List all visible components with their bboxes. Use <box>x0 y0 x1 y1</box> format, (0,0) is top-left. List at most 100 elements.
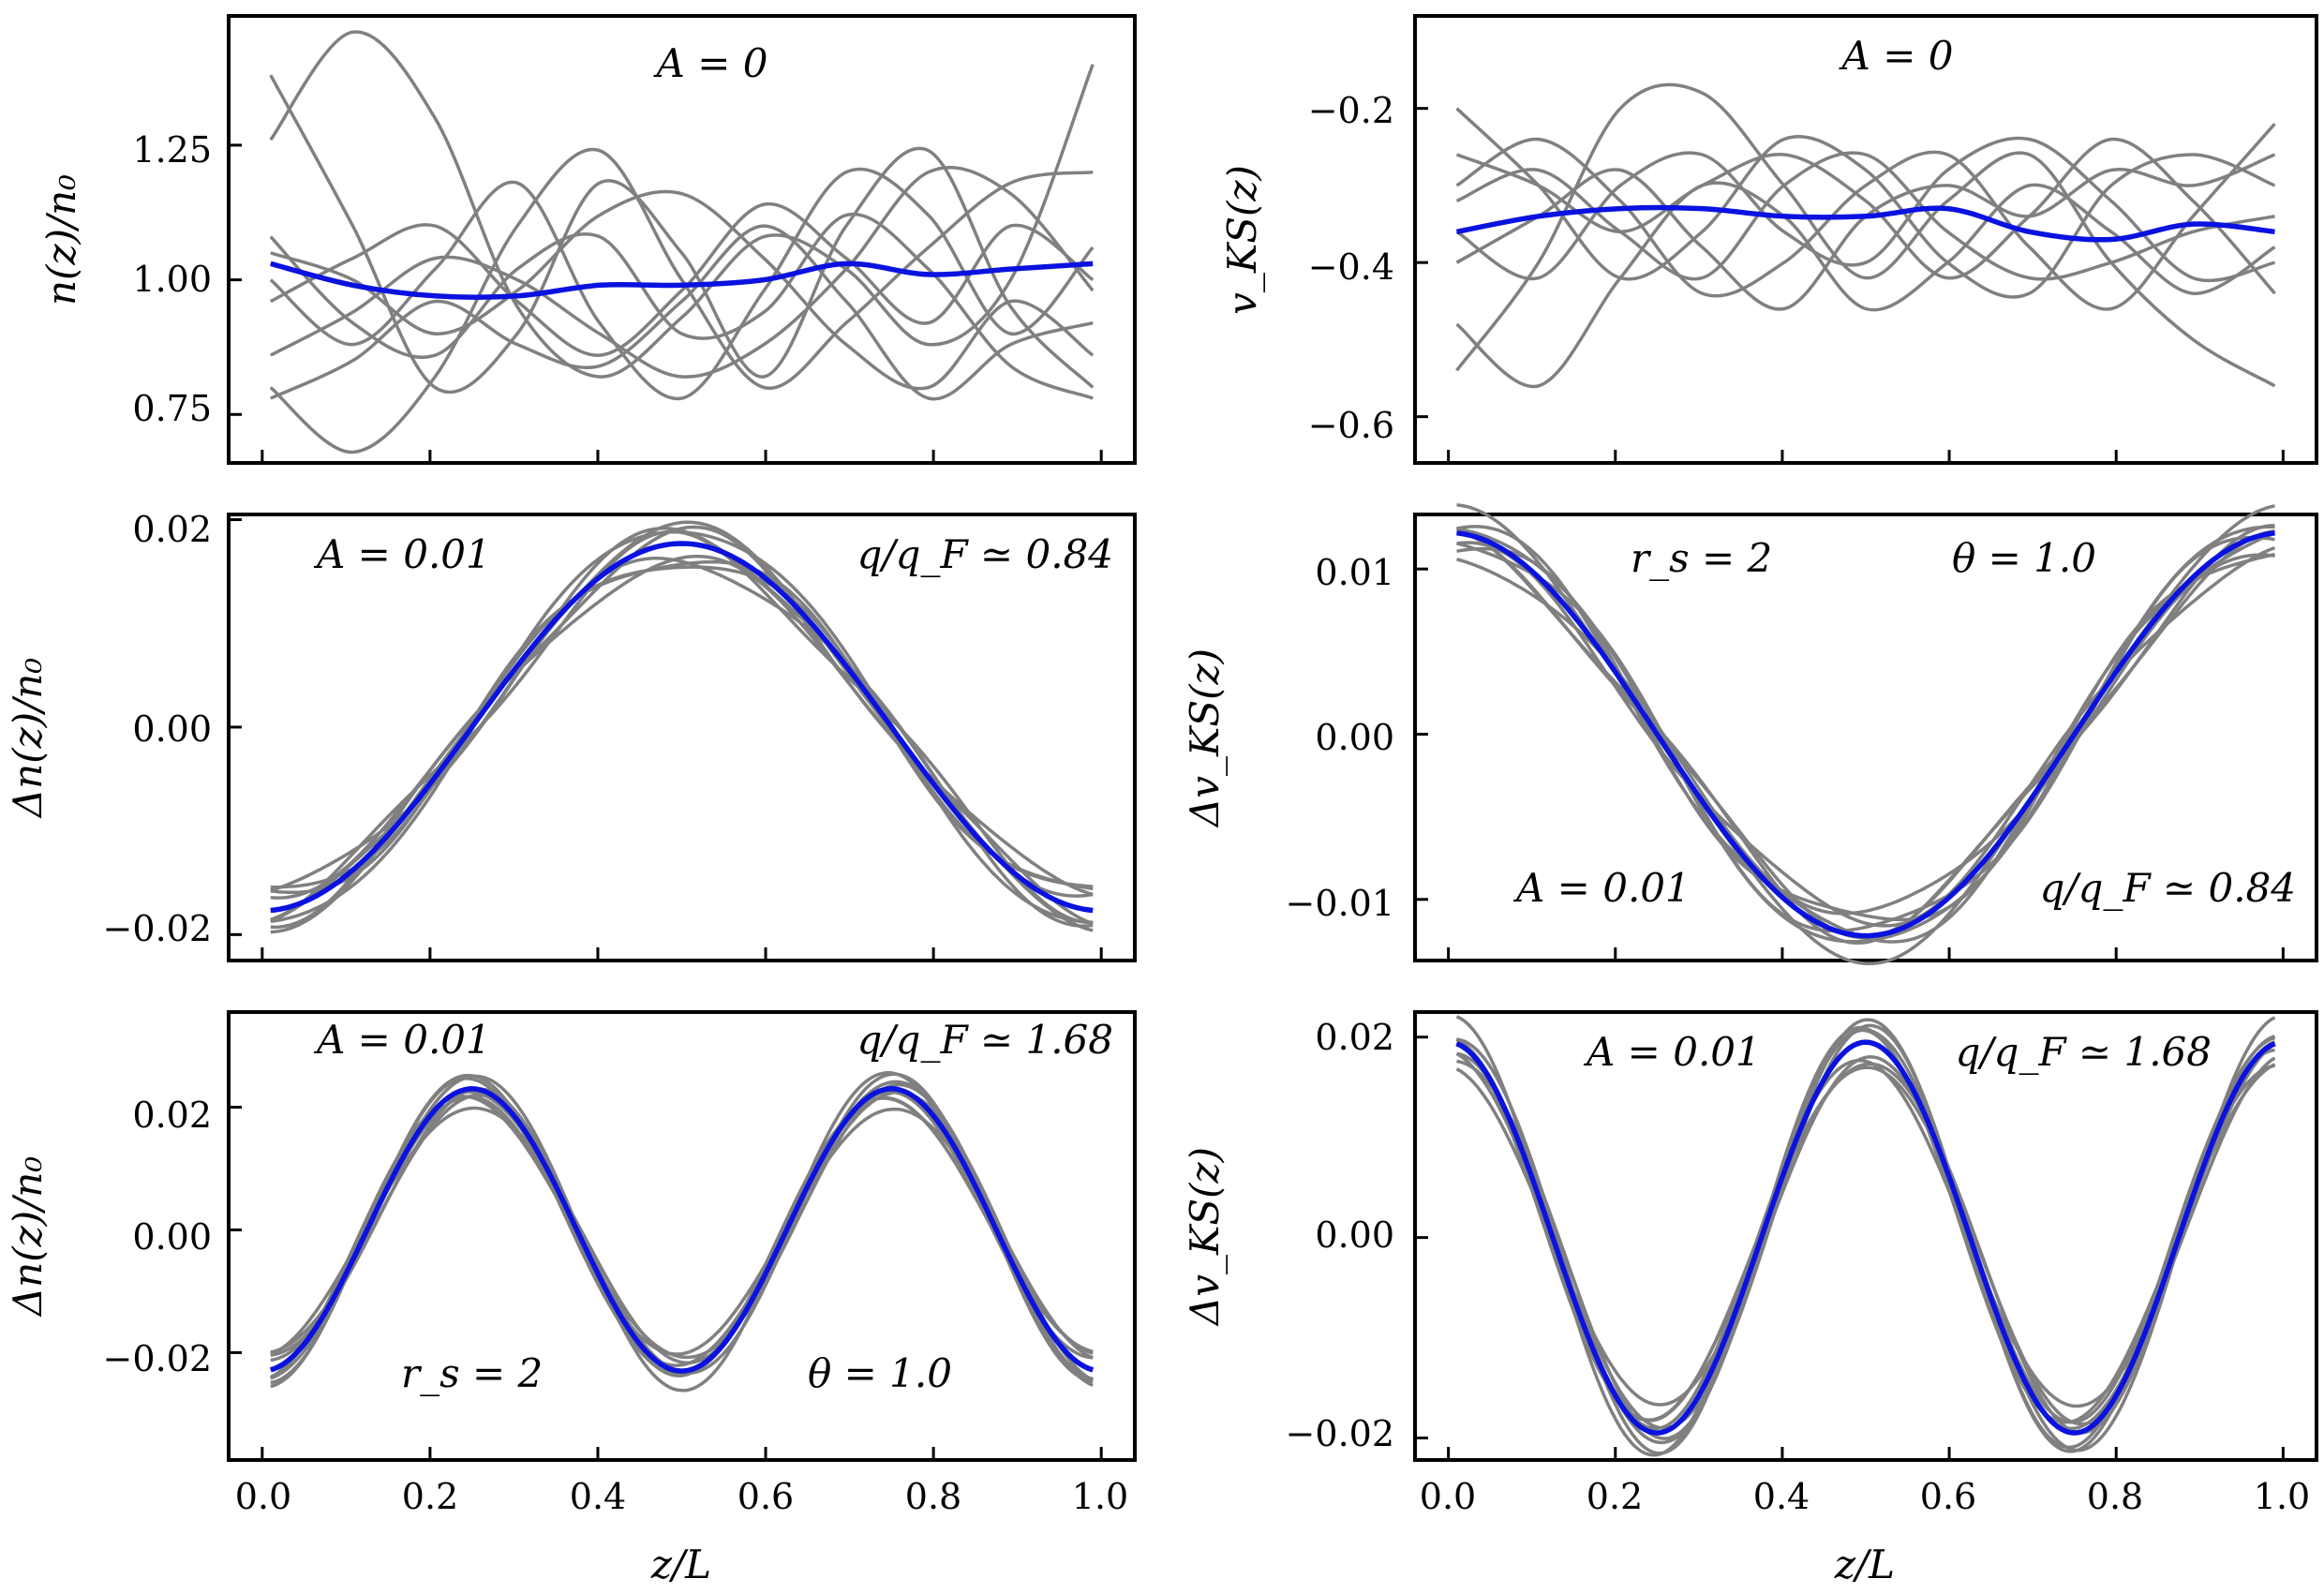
series-line-sample-7 <box>1455 1015 2276 1457</box>
series-line-sample-1 <box>270 1087 1094 1373</box>
x-tick-labels: 0.0 0.2 0.4 0.6 0.8 1.0 <box>1420 1476 2310 1517</box>
y-tick-label: −0.02 <box>103 1338 212 1379</box>
series-line-sample-6 <box>1455 1055 2275 1424</box>
series-line-sample-9 <box>270 1077 1095 1385</box>
x-tick-label: 0.6 <box>1920 1476 1976 1517</box>
panel-frame <box>227 1010 1137 1462</box>
panel-frame <box>227 513 1137 962</box>
annotation-theta: θ = 1.0 <box>1952 535 2096 581</box>
x-tick-label: 0.8 <box>2087 1476 2143 1517</box>
x-axis-label: z/L <box>650 1542 711 1587</box>
y-axis-label: v_KS(z) <box>1219 165 1265 315</box>
x-tick-label: 1.0 <box>2254 1476 2310 1517</box>
x-tick-label: 0.2 <box>1587 1476 1643 1517</box>
series-line-sample-5 <box>1455 136 2275 283</box>
series-line-sample-7 <box>1455 137 2276 295</box>
panel-frame <box>227 14 1137 465</box>
y-tick-label: 0.02 <box>132 509 212 550</box>
annotation-theta: θ = 1.0 <box>808 1350 952 1396</box>
series-line-sample-7 <box>269 165 1095 379</box>
annotation-amplitude: A = 0.01 <box>1512 865 1691 911</box>
panel-potential-random: −0.2 −0.4 −0.6 v_KS(z) A = 0 <box>1219 14 2318 465</box>
series-line-sample-9 <box>270 525 1094 930</box>
x-tick-label: 0.0 <box>1420 1476 1476 1517</box>
x-tick-label: 0.4 <box>1753 1476 1810 1517</box>
series-line-sample-10 <box>270 565 1094 889</box>
series-line-sample-2 <box>1456 1051 2276 1431</box>
series-line-average <box>1455 1039 2276 1436</box>
series-line-sample-4 <box>1455 122 2276 311</box>
y-axis-label: n(z)/n₀ <box>38 174 84 305</box>
plot-area <box>1415 503 2285 966</box>
annotation-amplitude: A = 0.01 <box>313 1017 491 1063</box>
y-tick-label: 0.02 <box>1315 1017 1394 1058</box>
series-line-sample-2 <box>1455 107 2276 299</box>
series-line-sample-8 <box>269 1082 1094 1381</box>
series-line-sample-1 <box>270 542 1094 913</box>
y-tick-label: −0.01 <box>1286 883 1394 924</box>
x-axis-label: z/L <box>1834 1542 1895 1587</box>
series-line-sample-3 <box>1455 181 2276 389</box>
annotation-wavevector: q/q_F ≃ 0.84 <box>857 531 1113 577</box>
x-tick-label: 0.2 <box>402 1476 458 1517</box>
y-tick-label: 0.00 <box>1315 1214 1394 1256</box>
series-line-average <box>1456 530 2275 939</box>
series-line-sample-9 <box>1456 535 2275 933</box>
annotation-amplitude: A = 0 <box>1839 33 1954 79</box>
series-line-sample-3 <box>1455 1018 2276 1453</box>
series-line-average <box>270 541 1094 914</box>
panel-density-q168: 0.02 0.00 −0.02 Δn(z)/n₀ A = 0.01 q/q_F … <box>5 1010 1137 1587</box>
panel-potential-q084: 0.01 0.00 −0.01 Δv_KS(z) r_s = 2 θ = 1.0… <box>1182 503 2318 966</box>
y-tick-label: 1.25 <box>132 129 212 171</box>
panel-frame <box>1413 513 2318 962</box>
series-line-sample-3 <box>270 520 1094 934</box>
annotation-rs: r_s = 2 <box>401 1350 543 1396</box>
series-line-sample-10 <box>1455 1040 2276 1426</box>
series-line-sample-2 <box>270 1090 1094 1364</box>
series-line-sample-4 <box>269 167 1095 401</box>
plot-area <box>1415 1015 2285 1460</box>
y-tick-label: 0.01 <box>1315 552 1394 593</box>
panel-density-random: 1.25 1.00 0.75 n(z)/n₀ A = 0 <box>38 14 1137 465</box>
series-line-sample-7 <box>270 529 1094 924</box>
panel-frame <box>1413 14 2318 465</box>
x-tick-label: 0.4 <box>570 1476 626 1517</box>
annotation-amplitude: A = 0.01 <box>1583 1029 1761 1075</box>
y-tick-label: −0.02 <box>103 908 212 949</box>
y-tick-label: 0.02 <box>132 1095 212 1136</box>
series-line-sample-9 <box>269 212 1094 400</box>
series-line-sample-9 <box>1455 1023 2275 1450</box>
x-tick-labels: 0.0 0.2 0.4 0.6 0.8 1.0 <box>235 1476 1128 1517</box>
y-axis-label: Δn(z)/n₀ <box>5 1156 51 1318</box>
series-line-average <box>1455 204 2275 243</box>
annotation-amplitude: A = 0 <box>653 40 768 86</box>
series-line-average <box>269 1086 1095 1374</box>
y-tick-label: 0.00 <box>132 1216 212 1258</box>
series-line-sample-5 <box>270 527 1094 928</box>
plot-area <box>229 1070 1103 1460</box>
x-tick-label: 1.0 <box>1072 1476 1128 1517</box>
panel-frame <box>1413 1010 2318 1462</box>
panel-potential-q168: 0.02 0.00 −0.02 Δv_KS(z) A = 0.01 q/q_F … <box>1182 1010 2318 1587</box>
series-line-average <box>270 261 1094 301</box>
annotation-wavevector: q/q_F ≃ 0.84 <box>2040 865 2296 911</box>
y-tick-label: 0.75 <box>132 388 212 429</box>
y-tick-label: −0.2 <box>1308 90 1394 131</box>
series-line-sample-7 <box>270 1070 1094 1393</box>
annotation-rs: r_s = 2 <box>1631 535 1772 581</box>
y-tick-label: −0.02 <box>1286 1413 1394 1454</box>
y-axis-label: Δn(z)/n₀ <box>5 658 51 819</box>
annotation-wavevector: q/q_F ≃ 1.68 <box>1956 1029 2212 1075</box>
series-line-sample-8 <box>1455 151 2275 281</box>
series-line-sample-5 <box>1456 1025 2276 1455</box>
series-line-sample-1 <box>1455 1040 2276 1435</box>
plot-area <box>1415 82 2285 463</box>
panel-density-q084: 0.02 0.00 −0.02 Δn(z)/n₀ A = 0.01 q/q_F … <box>5 509 1137 962</box>
series-line-sample-1 <box>1455 82 2276 388</box>
y-tick-label: 1.00 <box>132 259 212 300</box>
series-line-sample-2 <box>1456 541 2276 928</box>
series-line-sample-2 <box>269 74 1095 395</box>
series-line-sample-6 <box>270 1095 1094 1363</box>
y-axis-label: Δv_KS(z) <box>1182 1147 1228 1327</box>
